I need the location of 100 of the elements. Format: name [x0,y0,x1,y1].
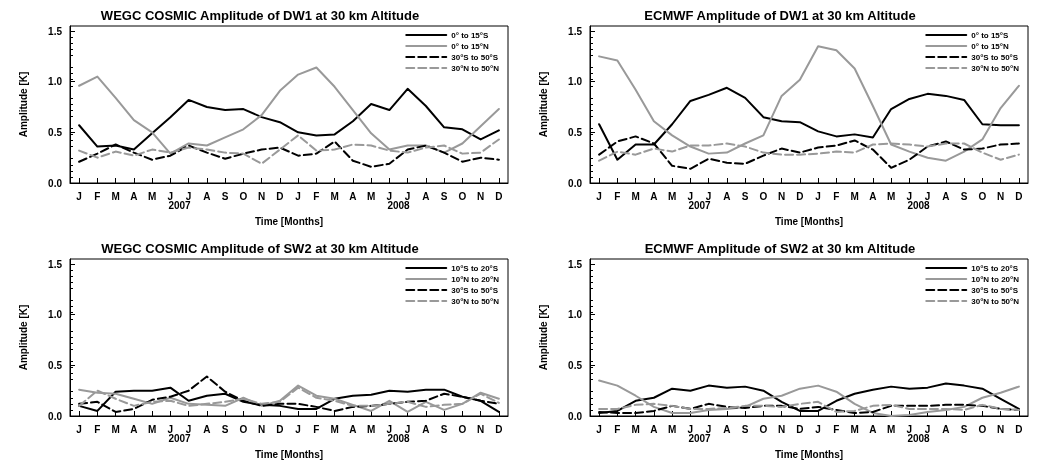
x-tick-label: J [815,423,821,435]
x-tick-label: S [221,190,229,202]
x-tick-label: O [458,423,467,435]
x-tick-label: A [422,190,430,202]
x-tick-label: A [650,423,658,435]
chart-title: WEGC COSMIC Amplitude of DW1 at 30 km Altitude [100,8,420,23]
y-axis-title: Amplitude [K] [537,71,549,138]
y-axis-title: Amplitude [K] [17,71,29,138]
x-tick-label: J [404,190,411,202]
x-tick-label: D [495,190,503,202]
x-tick-label: J [386,423,393,435]
y-tick-label: 0.5 [48,126,63,138]
y-tick-label: 0.5 [48,359,63,371]
x-tick-label: J [687,190,694,202]
y-tick-label: 0.0 [48,177,63,189]
x-tick-label: A [723,190,731,202]
x-tick-label: N [477,190,485,202]
y-tick-label: 0.0 [48,410,63,422]
y-tick-label: 1.0 [48,76,63,88]
x-tick-label: O [759,190,768,202]
legend-label: 30°S to 50°S [451,285,499,295]
x-tick-label: J [167,423,174,435]
x-tick-label: A [869,190,877,202]
x-tick-label: A [942,423,950,435]
x-tick-label: M [147,190,157,202]
x-tick-label: J [815,190,821,202]
legend-label: 0° to 15°S [971,30,1009,40]
x-tick-label: D [1015,190,1023,202]
y-tick-label: 1.0 [568,309,583,321]
legend-label: 30°N to 50°N [971,63,1020,73]
x-axis-title: Time [Months] [254,448,324,460]
x-tick-label: J [596,190,602,202]
legend-label: 0° to 15°N [451,41,489,51]
x-tick-label: M [330,423,339,435]
x-axis-title: Time [Months] [774,448,844,460]
x-tick-label: A [349,423,357,435]
x-tick-label: F [833,423,840,435]
x-tick-label: J [386,190,393,202]
text: 2007 [688,199,712,211]
y-axis-title: Amplitude [K] [537,304,549,371]
y-tick-label: 1.0 [48,309,63,321]
chart-title: ECMWF Amplitude of DW1 at 30 km Altitude [644,8,916,23]
y-tick-label: 1.5 [568,258,583,270]
x-tick-label: M [667,190,677,202]
legend-label: 30°N to 50°N [451,296,500,306]
text: 2007 [168,199,192,211]
x-tick-label: J [185,423,192,435]
x-tick-label: M [366,423,376,435]
x-tick-label: A [650,190,658,202]
y-tick-label: 1.5 [48,258,63,270]
x-tick-label: N [997,190,1005,202]
x-tick-label: M [111,423,120,435]
x-tick-label: A [422,423,430,435]
x-tick-label: O [458,190,467,202]
x-tick-label: M [850,190,859,202]
x-tick-label: O [239,423,248,435]
x-tick-label: A [869,423,877,435]
legend-label: 0° to 15°N [971,41,1009,51]
x-tick-label: O [759,423,768,435]
x-tick-label: O [978,190,987,202]
legend-label: 10°S to 20°S [451,263,499,273]
x-tick-label: F [833,190,840,202]
x-tick-label: J [404,423,411,435]
x-tick-label: S [960,423,968,435]
x-tick-label: N [778,190,786,202]
x-tick-label: M [631,423,640,435]
x-tick-label: N [477,423,485,435]
x-tick-label: D [796,423,804,435]
text: 2007 [688,432,712,444]
x-tick-label: F [94,190,101,202]
y-tick-label: 1.5 [568,25,583,37]
x-tick-label: F [614,423,621,435]
x-tick-label: O [978,423,987,435]
x-tick-label: J [76,190,82,202]
x-tick-label: N [258,190,266,202]
x-tick-label: M [886,423,896,435]
x-tick-label: M [631,190,640,202]
x-tick-label: J [76,423,82,435]
chart-title: ECMWF Amplitude of SW2 at 30 km Altitude [644,241,916,256]
x-tick-label: A [203,190,211,202]
x-tick-label: J [906,190,913,202]
legend-label: 30°S to 50°S [451,52,499,62]
x-tick-label: F [614,190,621,202]
x-tick-label: J [295,190,301,202]
x-axis-title: Time [Months] [774,215,844,227]
text: 2007 [168,432,192,444]
chart-title: WEGC COSMIC Amplitude of SW2 at 30 km Altitude [101,241,419,256]
text: 2008 [387,432,411,444]
y-tick-label: 0.0 [568,410,583,422]
x-tick-label: J [924,190,931,202]
x-tick-label: J [906,423,913,435]
x-tick-label: J [687,423,694,435]
x-tick-label: S [960,190,968,202]
x-tick-label: A [942,190,950,202]
x-tick-label: D [276,423,284,435]
legend-label: 10°N to 20°N [451,274,500,284]
x-tick-label: M [111,190,120,202]
legend-label: 10°N to 20°N [971,274,1020,284]
legend-label: 30°S to 50°S [971,52,1019,62]
x-tick-label: S [741,423,749,435]
